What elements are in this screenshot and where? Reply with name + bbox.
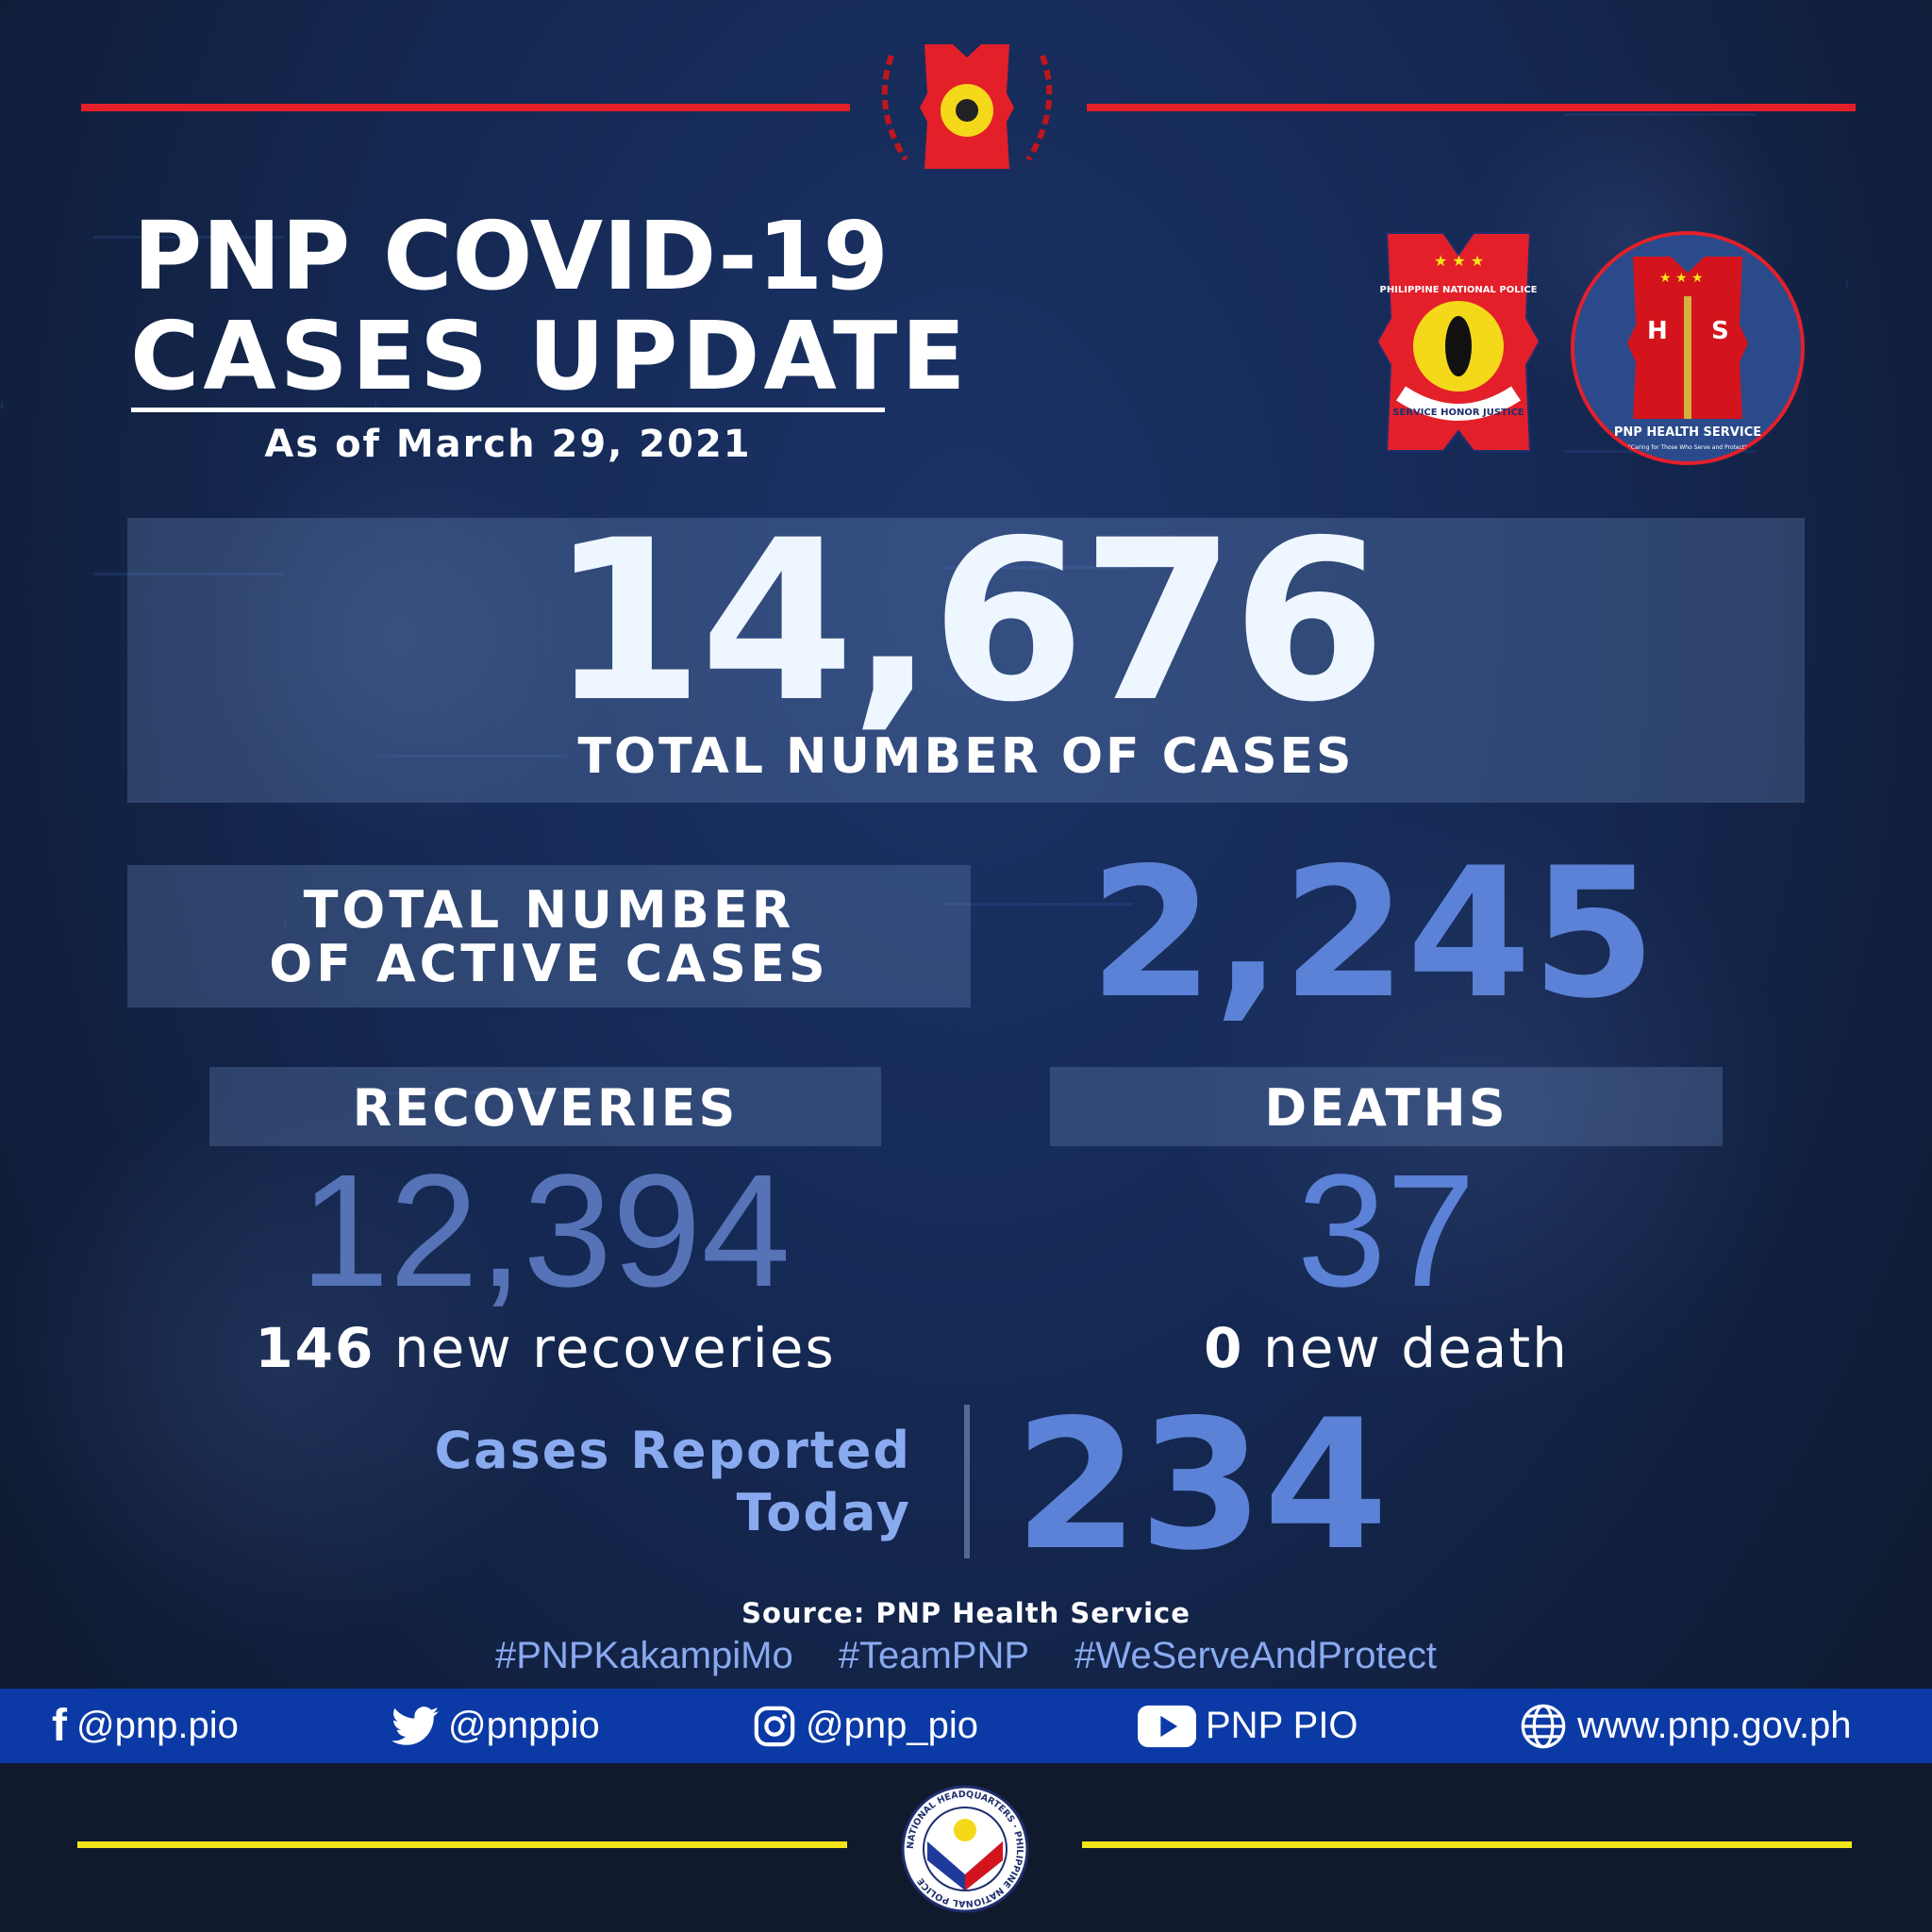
recoveries-label: RECOVERIES xyxy=(352,1078,739,1138)
svg-text:H: H xyxy=(1647,317,1668,345)
pnp-logo: ★ ★ ★ PHILIPPINE NATIONAL POLICE SERVICE… xyxy=(1377,232,1540,452)
globe-icon xyxy=(1521,1704,1566,1748)
page-title-line1: PNP COVID-19 xyxy=(133,201,889,311)
svg-text:PHILIPPINE NATIONAL POLICE: PHILIPPINE NATIONAL POLICE xyxy=(1379,285,1537,295)
pnp-emblem-top xyxy=(881,44,1053,169)
hashtags: #PNPKakampiMo #TeamPNP #WeServeAndProtec… xyxy=(0,1635,1932,1677)
recoveries-value: 12,394 xyxy=(300,1141,791,1321)
facebook-icon: f xyxy=(52,1701,67,1751)
virus-decoration xyxy=(1179,802,1792,1415)
social-label: www.pnp.gov.ph xyxy=(1577,1705,1852,1746)
vertical-divider xyxy=(964,1405,970,1558)
cases-today-label-line2: Today xyxy=(736,1483,911,1542)
date-label: As of March 29, 2021 xyxy=(264,423,752,466)
recoveries-panel xyxy=(209,1067,881,1146)
deaths-label: DEATHS xyxy=(1264,1078,1508,1138)
cases-today-label: Cases Reported Today xyxy=(345,1420,911,1544)
new-deaths-count: 0 xyxy=(1204,1316,1244,1380)
active-cases-label-line1: TOTAL NUMBER xyxy=(303,880,795,940)
hashtag: #WeServeAndProtect xyxy=(1074,1635,1437,1676)
social-bar xyxy=(0,1689,1932,1763)
source-label: Source: PNP Health Service xyxy=(741,1597,1191,1629)
virus-decoration xyxy=(189,425,613,849)
hexagon-decoration xyxy=(283,755,660,1094)
svg-text:SERVICE HONOR JUSTICE: SERVICE HONOR JUSTICE xyxy=(1392,408,1524,418)
pnp-health-service-logo: ★ ★ ★ H S PNP HEALTH SERVICE "Caring for… xyxy=(1571,231,1805,465)
national-headquarters-seal: NATIONAL HEADQUARTERS · PHILIPPINE NATIO… xyxy=(901,1785,1029,1913)
social-website[interactable]: www.pnp.gov.ph xyxy=(1519,1689,1852,1763)
instagram-icon xyxy=(754,1706,795,1746)
total-cases-panel xyxy=(127,518,1805,803)
svg-text:★ ★ ★: ★ ★ ★ xyxy=(1434,252,1484,270)
youtube-icon xyxy=(1138,1705,1196,1747)
cases-today-label-line1: Cases Reported xyxy=(434,1421,911,1480)
svg-text:PNP HEALTH SERVICE: PNP HEALTH SERVICE xyxy=(1614,425,1761,440)
cases-today-value: 234 xyxy=(1014,1381,1389,1590)
hexagon-decoration xyxy=(849,566,1226,906)
social-label: @pnp_pio xyxy=(806,1705,978,1746)
hashtag: #TeamPNP xyxy=(838,1635,1030,1676)
virus-decoration xyxy=(0,1085,566,1651)
title-underline xyxy=(131,408,885,412)
twitter-icon xyxy=(391,1706,439,1745)
total-cases-label: TOTAL NUMBER OF CASES xyxy=(577,728,1355,785)
yellow-divider-left xyxy=(77,1841,847,1848)
active-cases-value: 2,245 xyxy=(1089,829,1657,1038)
social-youtube[interactable]: PNP PIO xyxy=(1138,1689,1358,1763)
social-label: PNP PIO xyxy=(1206,1705,1358,1746)
new-deaths: 0 new death xyxy=(1050,1316,1723,1380)
hashtag: #PNPKakampiMo xyxy=(495,1635,793,1676)
svg-text:"Caring for Those Who Serve an: "Caring for Those Who Serve and Protect" xyxy=(1628,444,1747,451)
deaths-panel xyxy=(1050,1067,1723,1146)
deaths-value: 37 xyxy=(1296,1141,1476,1321)
active-cases-label-line2: OF ACTIVE CASES xyxy=(269,934,829,993)
red-divider-left xyxy=(81,104,850,111)
yellow-divider-right xyxy=(1082,1841,1852,1848)
social-instagram[interactable]: @pnp_pio xyxy=(753,1689,978,1763)
svg-text:★ ★ ★: ★ ★ ★ xyxy=(1659,271,1704,286)
svg-text:S: S xyxy=(1711,317,1729,345)
red-divider-right xyxy=(1087,104,1856,111)
hexagon-decoration xyxy=(0,236,377,575)
social-twitter[interactable]: @pnppio xyxy=(391,1689,600,1763)
page-title-line2: CASES UPDATE xyxy=(130,301,970,411)
total-cases-value: 14,676 xyxy=(549,493,1387,751)
new-recoveries-label: new recoveries xyxy=(393,1316,836,1380)
social-facebook[interactable]: f @pnp.pio xyxy=(52,1689,239,1763)
new-recoveries: 146 new recoveries xyxy=(142,1316,949,1380)
new-deaths-label: new death xyxy=(1262,1316,1569,1380)
new-recoveries-count: 146 xyxy=(255,1316,375,1380)
social-label: @pnp.pio xyxy=(75,1705,239,1746)
active-cases-panel xyxy=(127,865,971,1008)
social-label: @pnppio xyxy=(448,1705,600,1746)
